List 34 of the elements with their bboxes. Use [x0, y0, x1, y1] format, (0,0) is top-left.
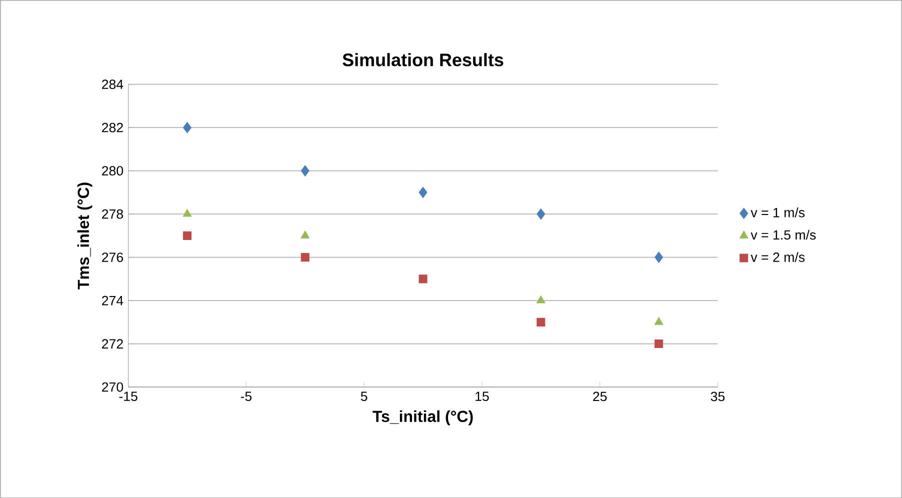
- y-tick-label: 284: [102, 79, 124, 89]
- point: [654, 252, 664, 263]
- legend-label: v = 1 m/s: [750, 207, 805, 218]
- x-tick-label: 5: [360, 392, 368, 401]
- x-tick-label: 25: [593, 392, 607, 402]
- y-axis-title: Tms_inlet (°C): [77, 182, 92, 290]
- point: [536, 295, 546, 304]
- point: [182, 208, 192, 217]
- point: [182, 122, 192, 133]
- y-tick-label: 278: [102, 209, 124, 219]
- x-tick-label: 35: [710, 392, 725, 402]
- y-tick-label: 280: [102, 166, 124, 176]
- y-tick-label: 274: [102, 296, 124, 306]
- legend-label: v = 2 m/s: [750, 252, 805, 262]
- y-tick-label: 270: [102, 382, 124, 392]
- y-tick-label: 282: [102, 122, 123, 132]
- point: [654, 316, 664, 325]
- x-tick-label: -5: [240, 392, 252, 401]
- point: [182, 231, 192, 240]
- point: [300, 230, 310, 238]
- point: [418, 274, 428, 284]
- x-axis-title: Ts_initial (°C): [372, 410, 473, 426]
- y-tick-label: 272: [102, 338, 123, 348]
- point: [300, 165, 310, 176]
- point: [654, 339, 664, 348]
- y-tick-label: 276: [102, 252, 124, 262]
- point: [536, 208, 546, 220]
- x-tick-label: -15: [119, 392, 138, 401]
- point: [418, 186, 428, 198]
- legend-label: v = 1.5 m/s: [750, 230, 816, 240]
- x-tick-label: 15: [476, 392, 489, 401]
- point: [300, 252, 310, 262]
- point: [536, 318, 546, 326]
- chart-title: Simulation Results: [342, 52, 504, 66]
